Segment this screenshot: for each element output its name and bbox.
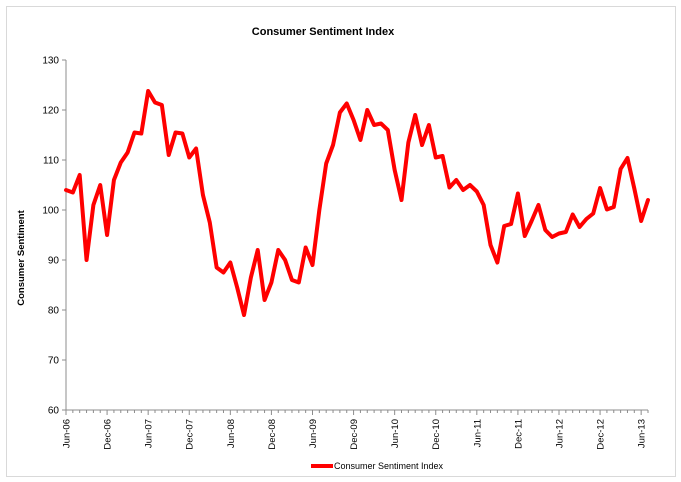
x-tick-label: Dec-06 [103, 419, 114, 450]
y-tick-label: 110 [43, 156, 59, 167]
line-chart: Consumer Sentiment Index Consumer Sentim… [16, 26, 650, 471]
x-tick-label: Jun-13 [637, 419, 648, 448]
series-line [64, 89, 650, 317]
y-tick-label: 100 [42, 206, 59, 217]
x-tick-label: Dec-08 [267, 419, 278, 450]
y-tick-label: 120 [42, 106, 59, 117]
y-tick-label: 60 [48, 406, 60, 417]
x-tick-label: Jun-08 [226, 419, 237, 448]
x-ticks: Jun-06 Dec-06 Jun-07 Dec-07 Jun-08 Dec-08 Jun-… [62, 410, 649, 450]
x-tick-label: Dec-09 [349, 419, 360, 450]
chart-area: Consumer Sentiment Index Consumer Sentim… [6, 6, 676, 477]
legend: Consumer Sentiment Index [311, 461, 444, 471]
x-tick-label: Jun-10 [390, 419, 401, 448]
x-tick-label: Dec-10 [431, 419, 442, 450]
chart-title: Consumer Sentiment Index [252, 26, 395, 38]
x-tick-label: Dec-12 [596, 419, 607, 450]
y-tick-label: 90 [48, 256, 60, 267]
x-tick-label: Dec-11 [513, 419, 524, 449]
series-group [64, 89, 650, 317]
x-tick-label: Dec-07 [185, 419, 196, 450]
y-tick-label: 70 [48, 356, 60, 367]
x-tick-label: Jun-11 [472, 419, 483, 447]
y-tick-label: 130 [42, 56, 59, 67]
y-axis-label: Consumer Sentiment [16, 209, 27, 305]
x-tick-label: Jun-07 [144, 419, 155, 448]
y-tick-label: 80 [48, 306, 60, 317]
x-tick-label: Jun-06 [62, 419, 73, 448]
x-tick-label: Jun-09 [308, 419, 319, 448]
legend-label: Consumer Sentiment Index [334, 461, 444, 471]
y-ticks: 60 70 80 90 100 110 120 130 [42, 56, 66, 417]
x-tick-label: Jun-12 [554, 419, 565, 448]
